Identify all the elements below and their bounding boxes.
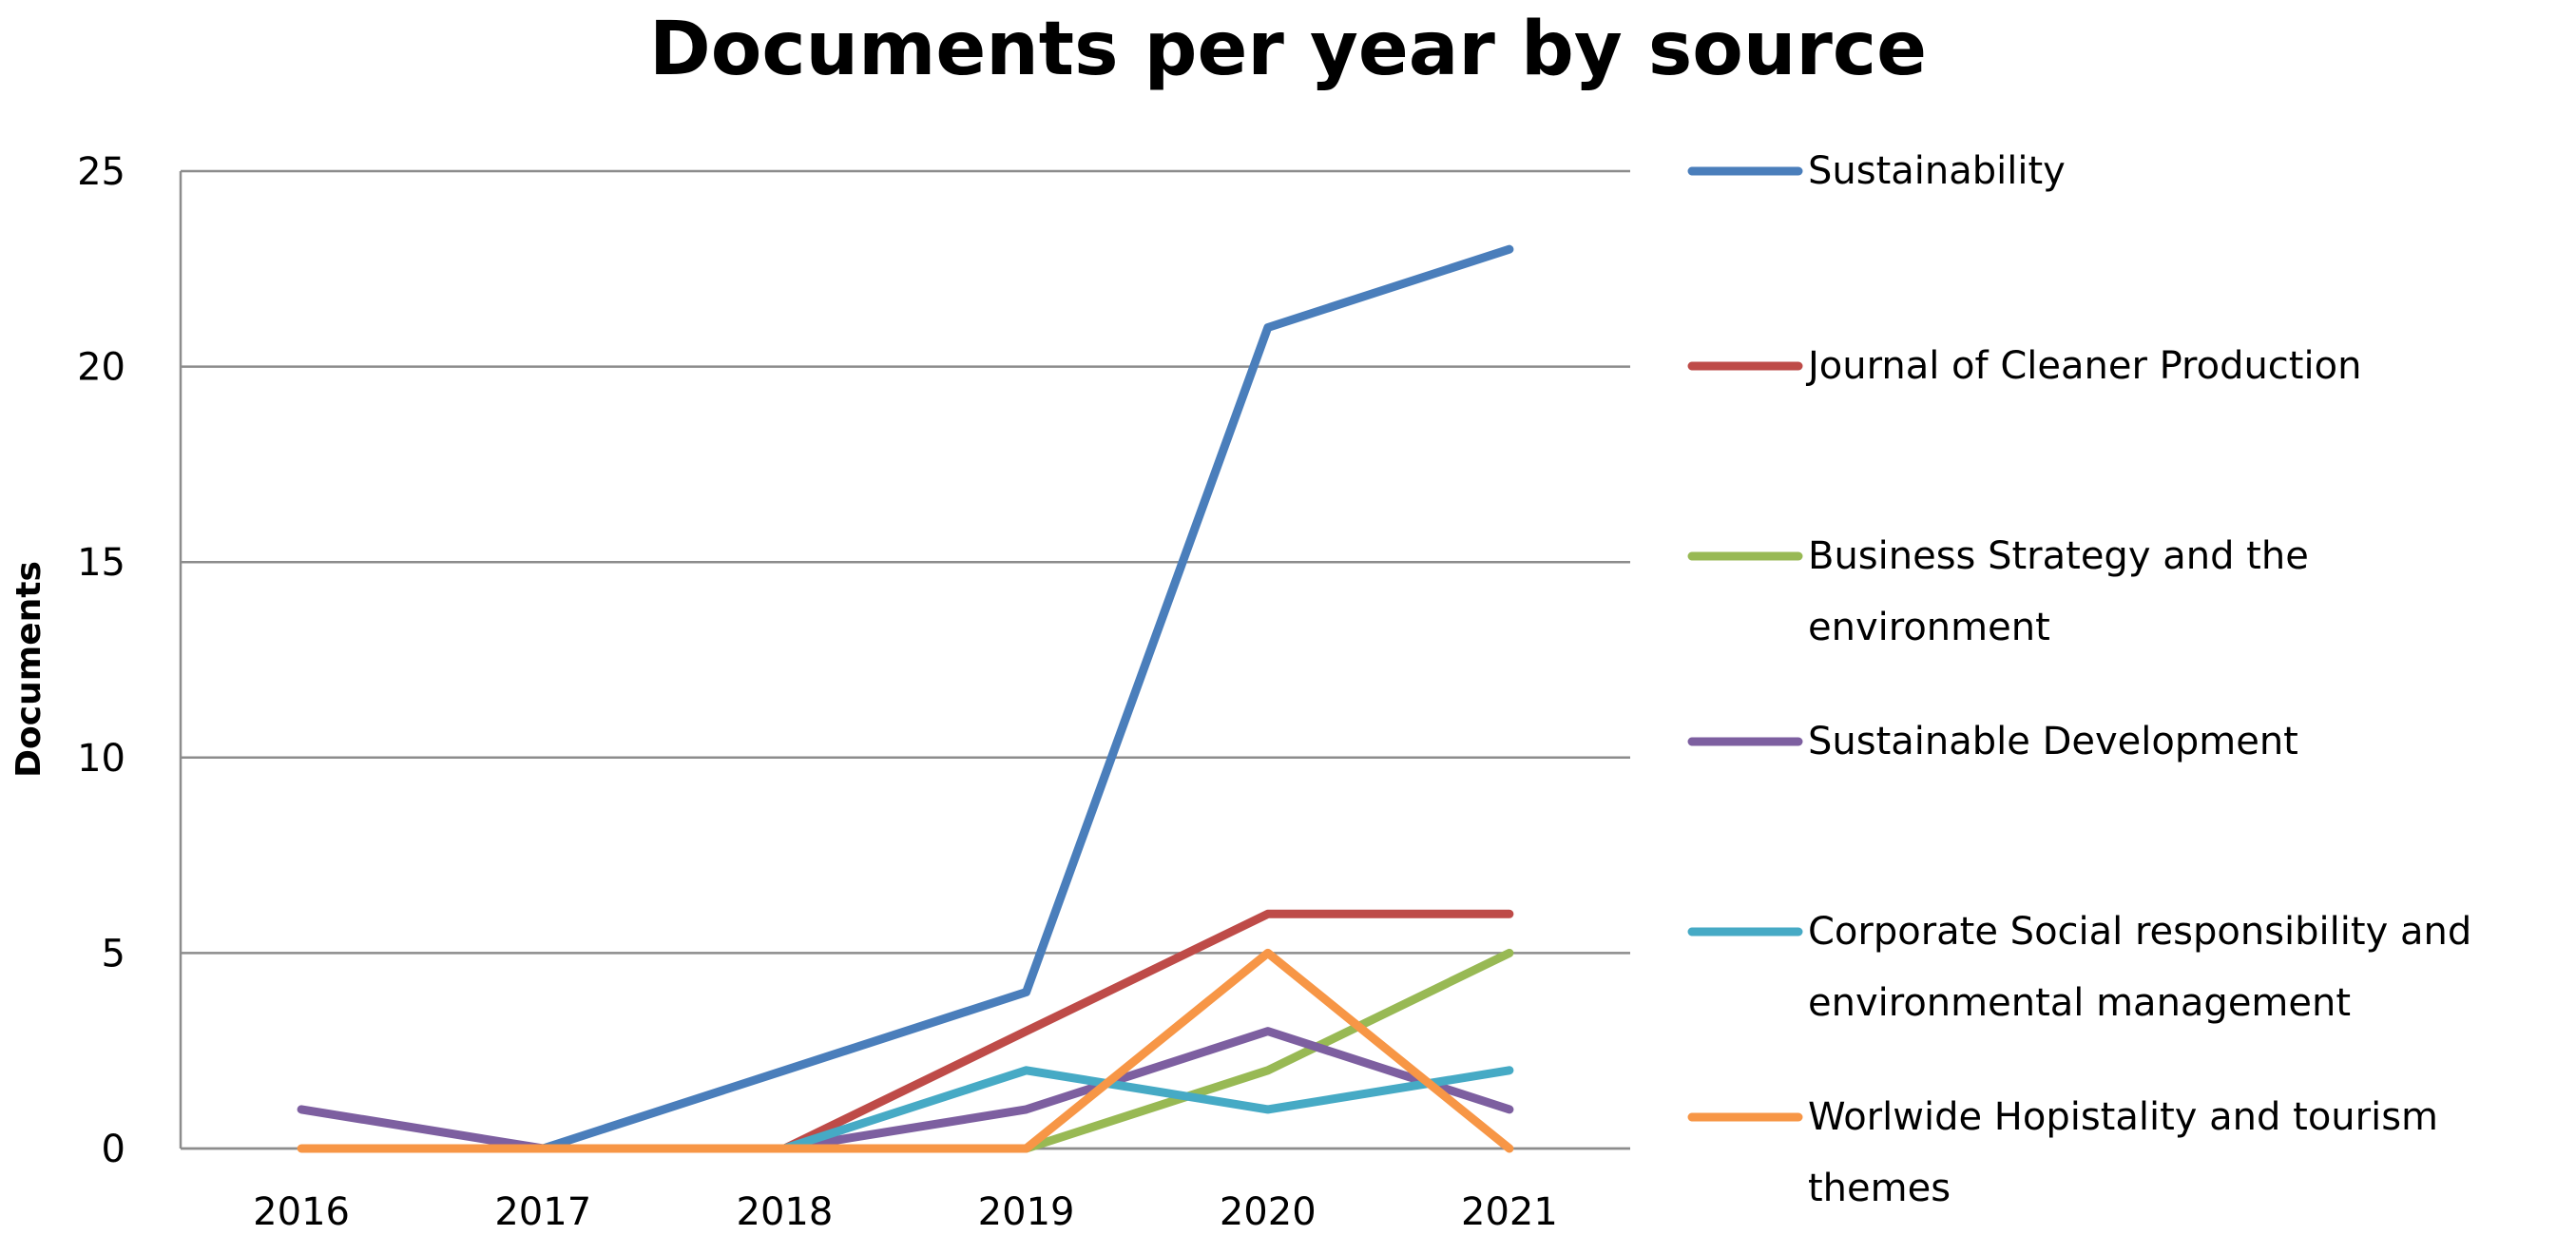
series-line-corporate-social-responsibility-and-environmental-management (779, 1066, 1514, 1153)
chart-title: Documents per year by source (649, 7, 1927, 92)
legend-item-sustainable-development: Sustainable Development (1687, 720, 2298, 763)
x-tick-label-2019: 2019 (978, 1190, 1075, 1234)
legend-label: Worlwide Hopistality and tourism (1808, 1095, 2438, 1139)
y-tick-label-15: 15 (77, 541, 125, 585)
legend-item-business-strategy-and-the-environment: Business Strategy and the environment (1687, 534, 2309, 649)
y-tick-label-5: 5 (102, 932, 125, 975)
series-line-journal-of-cleaner-production (779, 909, 1514, 1153)
legend: Sustainability Journal of Cleaner Product… (1687, 149, 2471, 1210)
y-tick-label-0: 0 (102, 1128, 125, 1171)
series-line-business-strategy-and-the-environment (1022, 948, 1514, 1153)
y-axis-label: Documents (10, 561, 48, 778)
legend-item-journal-of-cleaner-production: Journal of Cleaner Production (1687, 344, 2361, 388)
x-axis-tick-labels: 2016 2017 2018 2019 2020 2021 (253, 1190, 1558, 1234)
legend-item-worlwide-hopistality-and-tourism-themes: Worlwide Hopistality and tourism themes (1687, 1095, 2438, 1210)
x-tick-label-2021: 2021 (1461, 1190, 1558, 1234)
y-tick-label-10: 10 (77, 737, 125, 781)
legend-label: Corporate Social responsibility and (1808, 910, 2471, 954)
y-axis-tick-labels: 0 5 10 15 20 25 (77, 150, 125, 1171)
series-line-sustainable-development (297, 1027, 1514, 1153)
series-line-worlwide-hopistality-and-tourism-themes (297, 948, 1514, 1153)
legend-label: Sustainability (1808, 149, 2066, 193)
legend-label: environmental management (1808, 981, 2351, 1025)
x-tick-label-2017: 2017 (494, 1190, 591, 1234)
series-lines (297, 244, 1514, 1153)
legend-label: Business Strategy and the (1808, 534, 2309, 578)
legend-item-corporate-social-responsibility-and-environmental-management: Corporate Social responsibility and envir… (1687, 910, 2471, 1025)
x-tick-label-2016: 2016 (253, 1190, 350, 1234)
legend-item-sustainability: Sustainability (1687, 149, 2066, 193)
x-tick-label-2020: 2020 (1220, 1190, 1317, 1234)
y-tick-label-25: 25 (77, 150, 125, 194)
y-tick-label-20: 20 (77, 346, 125, 390)
legend-label: environment (1808, 606, 2050, 649)
x-tick-label-2018: 2018 (737, 1190, 834, 1234)
legend-label: Journal of Cleaner Production (1805, 344, 2361, 388)
series-line-sustainability (538, 244, 1514, 1153)
legend-label: themes (1808, 1167, 1951, 1210)
legend-label: Sustainable Development (1808, 720, 2298, 763)
